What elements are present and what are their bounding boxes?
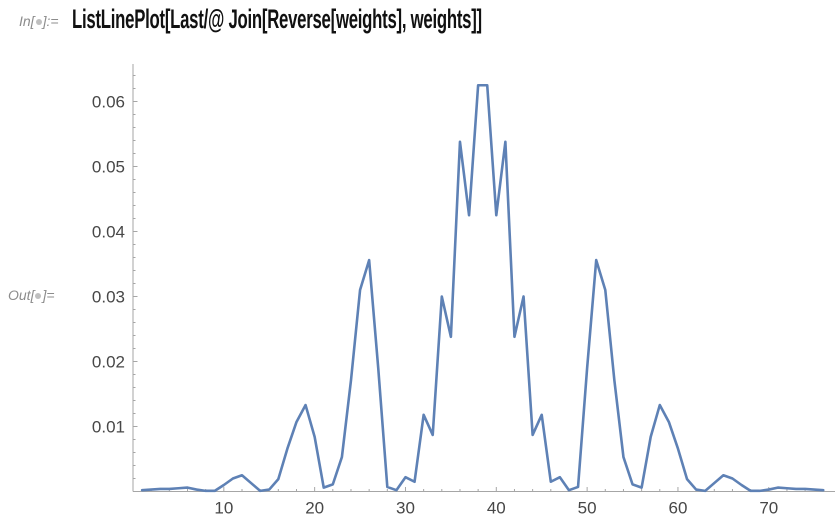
y-tick-label: 0.05 <box>92 158 125 177</box>
out-cell-label: Out[ ]= <box>8 287 55 303</box>
x-tick-label: 70 <box>759 499 778 518</box>
cell-number-placeholder-dot <box>35 18 42 25</box>
x-tick-label: 10 <box>214 499 233 518</box>
x-tick-label: 60 <box>668 499 687 518</box>
y-tick-label: 0.06 <box>92 93 125 112</box>
input-code[interactable]: ListLinePlot[Last/@ Join[Reverse[weights… <box>72 4 482 34</box>
in-label-prefix: In[ <box>19 13 35 29</box>
y-tick-label: 0.01 <box>92 418 125 437</box>
x-tick-label: 50 <box>578 499 597 518</box>
cell-number-placeholder-dot <box>35 292 42 299</box>
in-label-suffix: ]:= <box>42 13 59 29</box>
data-series-line <box>140 83 825 493</box>
out-label-suffix: ]= <box>42 287 55 303</box>
x-tick-label: 20 <box>305 499 324 518</box>
x-tick-label: 30 <box>396 499 415 518</box>
y-tick-label: 0.04 <box>92 223 125 242</box>
in-cell-label: In[ ]:= <box>19 13 59 29</box>
y-tick-label: 0.02 <box>92 353 125 372</box>
y-tick-label: 0.03 <box>92 288 125 307</box>
out-label-prefix: Out[ <box>8 287 35 303</box>
x-tick-label: 40 <box>487 499 506 518</box>
